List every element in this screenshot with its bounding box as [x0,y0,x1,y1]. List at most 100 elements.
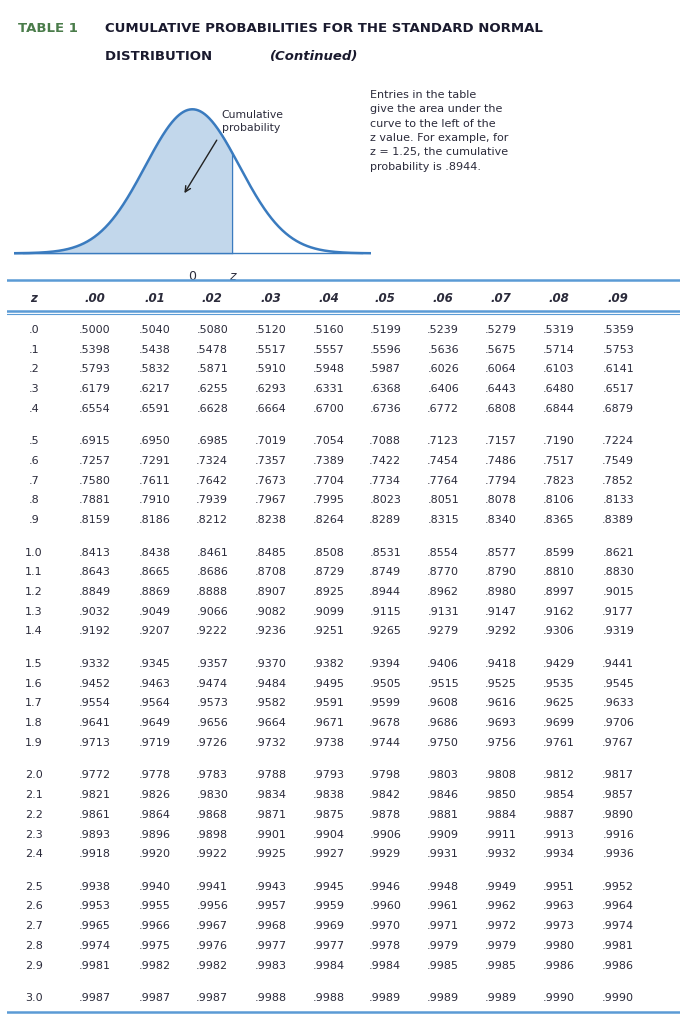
Text: .9890: .9890 [602,810,634,820]
Text: .9525: .9525 [485,679,517,689]
Text: .9554: .9554 [78,698,111,709]
Text: .9015: .9015 [602,587,634,597]
Text: .04: .04 [318,292,339,304]
Text: .8212: .8212 [196,515,228,525]
Text: .02: .02 [202,292,223,304]
Text: .1: .1 [28,344,39,354]
Text: 2.8: 2.8 [25,941,43,951]
Text: .8621: .8621 [602,548,634,558]
Text: .9788: .9788 [255,770,287,780]
Text: .9633: .9633 [602,698,634,709]
Text: .9922: .9922 [196,849,228,859]
Text: .9984: .9984 [313,961,345,971]
Text: 1.1: 1.1 [25,567,43,578]
Text: .9808: .9808 [485,770,517,780]
Text: .9893: .9893 [78,829,111,840]
Text: .9868: .9868 [196,810,228,820]
Text: .9941: .9941 [196,882,228,892]
Text: .7257: .7257 [78,456,111,466]
Text: .5319: .5319 [543,325,575,335]
Text: .7673: .7673 [255,476,286,485]
Text: .6879: .6879 [602,403,634,414]
Text: .9975: .9975 [139,941,171,951]
Text: .7704: .7704 [313,476,345,485]
Text: .7019: .7019 [255,436,286,446]
Text: .9949: .9949 [485,882,517,892]
Text: .9948: .9948 [427,882,459,892]
Text: .6406: .6406 [427,384,459,394]
Text: .9505: .9505 [370,679,401,689]
Text: .8729: .8729 [313,567,345,578]
Text: .9979: .9979 [485,941,517,951]
Text: .9989: .9989 [485,993,517,1004]
Text: .6480: .6480 [543,384,575,394]
Text: .9983: .9983 [255,961,286,971]
Text: .6808: .6808 [485,403,517,414]
Text: .9535: .9535 [543,679,575,689]
Text: .9846: .9846 [427,791,459,800]
Text: .9953: .9953 [78,901,111,911]
Text: .8997: .8997 [543,587,575,597]
Text: .5199: .5199 [370,325,401,335]
Text: .6064: .6064 [485,365,517,375]
Text: .9162: .9162 [543,607,575,616]
Text: 2.5: 2.5 [25,882,43,892]
Text: Cumulative
probability: Cumulative probability [221,110,284,133]
Text: .9082: .9082 [255,607,286,616]
Text: .5557: .5557 [313,344,345,354]
Text: .9945: .9945 [313,882,345,892]
Text: .05: .05 [375,292,396,304]
Text: .9049: .9049 [139,607,171,616]
Text: .9798: .9798 [369,770,401,780]
Text: .03: .03 [260,292,281,304]
Text: .9495: .9495 [313,679,345,689]
Text: DISTRIBUTION: DISTRIBUTION [105,50,217,63]
Text: .9982: .9982 [196,961,228,971]
Text: .7995: .7995 [313,496,345,506]
Text: .9989: .9989 [369,993,401,1004]
Text: .9834: .9834 [255,791,286,800]
Text: .9641: .9641 [78,718,111,728]
Text: .9732: .9732 [255,738,286,748]
Text: 1.7: 1.7 [25,698,43,709]
Text: .9974: .9974 [602,922,634,931]
Text: .9608: .9608 [427,698,459,709]
Text: .9951: .9951 [543,882,575,892]
Text: .9959: .9959 [313,901,345,911]
Text: .5000: .5000 [78,325,110,335]
Text: .9251: .9251 [313,627,345,637]
Text: .6026: .6026 [427,365,459,375]
Text: .8: .8 [28,496,39,506]
Text: .9545: .9545 [602,679,634,689]
Text: .9719: .9719 [139,738,171,748]
Text: .9967: .9967 [196,922,228,931]
Text: .9319: .9319 [602,627,634,637]
Text: .9370: .9370 [255,659,286,669]
Text: .8508: .8508 [313,548,345,558]
Text: .9986: .9986 [602,961,634,971]
Text: .7422: .7422 [369,456,401,466]
Text: .07: .07 [491,292,511,304]
Text: .7967: .7967 [255,496,286,506]
Text: .6985: .6985 [196,436,228,446]
Text: .9686: .9686 [427,718,459,728]
Text: .9989: .9989 [427,993,459,1004]
Text: .7852: .7852 [602,476,634,485]
Text: .9940: .9940 [139,882,171,892]
Text: .9382: .9382 [313,659,345,669]
Text: .9987: .9987 [78,993,111,1004]
Text: .9985: .9985 [485,961,517,971]
Text: .5714: .5714 [543,344,575,354]
Text: .06: .06 [433,292,453,304]
Text: .5596: .5596 [370,344,401,354]
Text: (Continued): (Continued) [270,50,359,63]
Text: .9973: .9973 [543,922,575,931]
Text: .9625: .9625 [543,698,575,709]
Text: .9474: .9474 [196,679,228,689]
Text: .9901: .9901 [255,829,286,840]
Text: .8365: .8365 [543,515,575,525]
Text: .9573: .9573 [196,698,228,709]
Text: .8577: .8577 [485,548,517,558]
Text: .8133: .8133 [602,496,634,506]
Text: .8830: .8830 [602,567,634,578]
